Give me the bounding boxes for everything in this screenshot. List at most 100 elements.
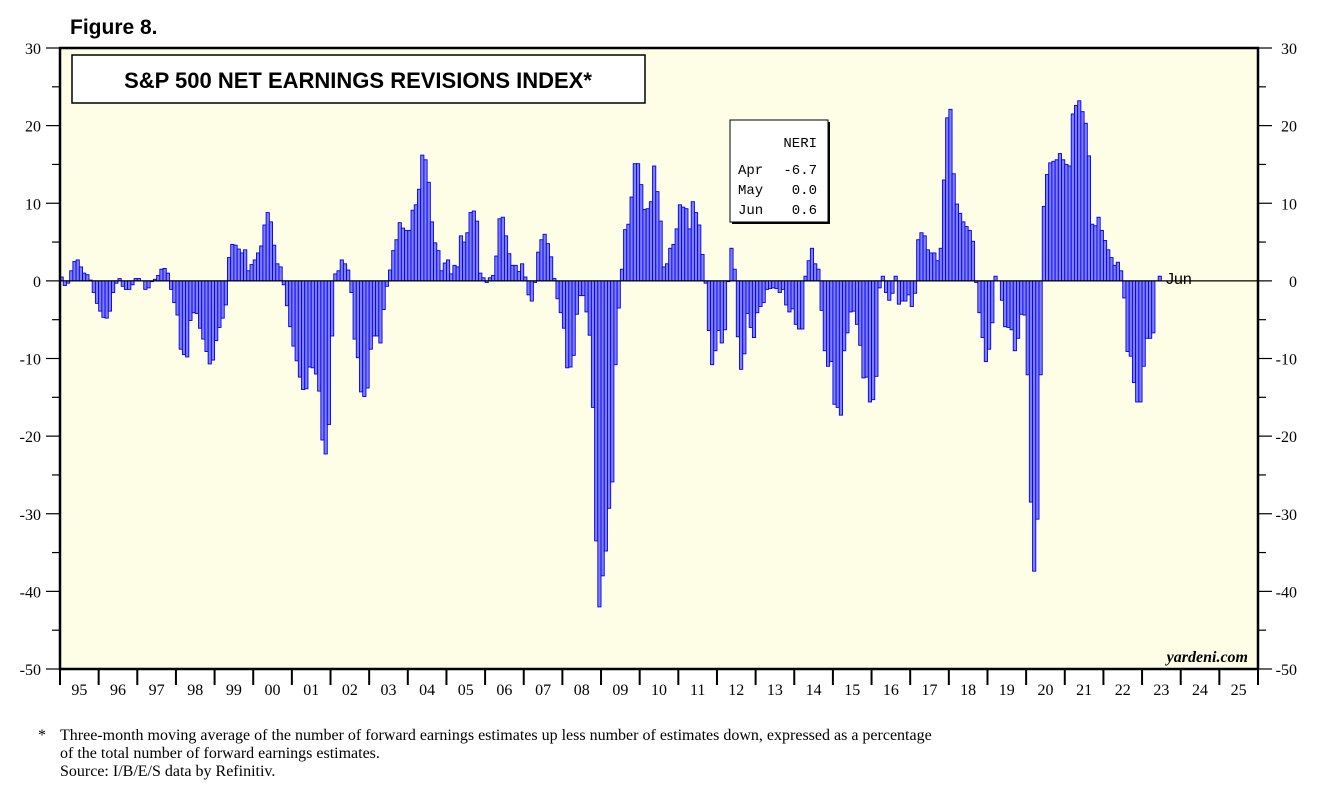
bar	[932, 252, 937, 282]
bar	[220, 280, 225, 319]
bar	[623, 229, 628, 282]
bar	[516, 271, 521, 282]
bar	[246, 270, 251, 282]
bar	[474, 220, 480, 282]
x-tick-label: 24	[1192, 682, 1208, 699]
bar	[661, 266, 666, 282]
bar	[690, 201, 695, 282]
bar	[655, 191, 660, 282]
bar	[94, 280, 100, 304]
x-tick-label: 01	[303, 682, 319, 699]
bar	[787, 280, 792, 313]
bar	[104, 280, 109, 319]
footnote-source: Source: I/B/E/S data by Refinitiv.	[60, 763, 275, 780]
chart-title: S&P 500 NET EARNINGS REVISIONS INDEX*	[124, 68, 592, 93]
x-tick-label: 98	[187, 682, 203, 699]
bar	[1135, 280, 1140, 403]
bar	[764, 280, 769, 290]
x-tick-label: 07	[535, 682, 551, 699]
bar	[864, 280, 869, 378]
bar	[1125, 280, 1130, 352]
bar	[539, 239, 544, 282]
bar	[442, 262, 447, 282]
footnote-line1: Three-month moving average of the number…	[60, 727, 932, 744]
bar	[768, 280, 773, 290]
bar	[1006, 280, 1011, 328]
y-tick-label-left: -40	[20, 584, 41, 601]
bar	[433, 242, 438, 282]
bar	[626, 223, 631, 282]
y-tick-label-left: 20	[25, 119, 41, 136]
bar	[1019, 280, 1024, 315]
x-tick-label: 21	[1076, 682, 1092, 699]
bar	[417, 188, 422, 282]
bar	[780, 280, 786, 290]
bar	[536, 251, 541, 282]
bar	[323, 280, 328, 455]
bar	[819, 280, 824, 311]
bar	[194, 280, 199, 314]
bar	[62, 280, 67, 286]
bar	[664, 263, 670, 282]
bar	[513, 264, 518, 282]
bar	[677, 204, 682, 282]
bar	[368, 280, 373, 350]
footnote-marker: *	[38, 727, 46, 744]
bar	[919, 232, 924, 282]
y-tick-label-left: -20	[20, 429, 41, 446]
x-tick-label: 06	[496, 682, 512, 699]
bar	[600, 280, 605, 577]
bar	[748, 280, 753, 328]
bar	[284, 280, 290, 307]
bar	[771, 280, 776, 289]
bar	[471, 210, 476, 282]
bar	[1057, 153, 1063, 282]
watermark: yardeni.com	[1165, 649, 1248, 666]
bar	[793, 280, 798, 325]
x-tick-label: 00	[265, 682, 281, 699]
bar	[751, 280, 757, 338]
bar	[181, 280, 187, 356]
y-tick-label-left: -50	[20, 662, 41, 679]
bar	[958, 212, 963, 282]
title-box	[71, 54, 646, 104]
legend-value: 0.0	[792, 183, 817, 199]
x-tick-label: 08	[574, 682, 590, 699]
bar	[1096, 216, 1101, 282]
bar	[413, 204, 418, 282]
bar	[970, 240, 976, 282]
bar	[1035, 280, 1040, 520]
bar	[858, 280, 863, 346]
bar	[581, 280, 586, 297]
bar	[845, 280, 850, 334]
bar	[465, 232, 470, 282]
bar	[603, 280, 608, 552]
bar	[732, 268, 737, 282]
bar	[590, 280, 596, 408]
bar	[838, 280, 844, 416]
bar	[999, 280, 1005, 301]
bar	[252, 259, 257, 282]
bar	[82, 272, 87, 282]
bar	[629, 196, 634, 282]
bar	[1109, 257, 1114, 282]
bar	[294, 280, 299, 362]
bar	[706, 280, 711, 332]
bar	[1157, 275, 1162, 282]
bar	[214, 280, 219, 342]
bar	[761, 280, 766, 304]
bar	[980, 280, 985, 338]
legend-month: May	[738, 183, 763, 199]
bar	[826, 280, 831, 367]
bar	[945, 117, 950, 282]
y-tick-label-right: 0	[1289, 274, 1297, 291]
bar	[446, 259, 451, 282]
bar	[1009, 280, 1014, 331]
bar	[243, 249, 248, 282]
bar	[159, 268, 164, 282]
bar	[162, 268, 167, 282]
bar	[233, 244, 238, 282]
bar	[967, 229, 972, 282]
bar	[587, 280, 592, 336]
bar	[1022, 280, 1027, 316]
